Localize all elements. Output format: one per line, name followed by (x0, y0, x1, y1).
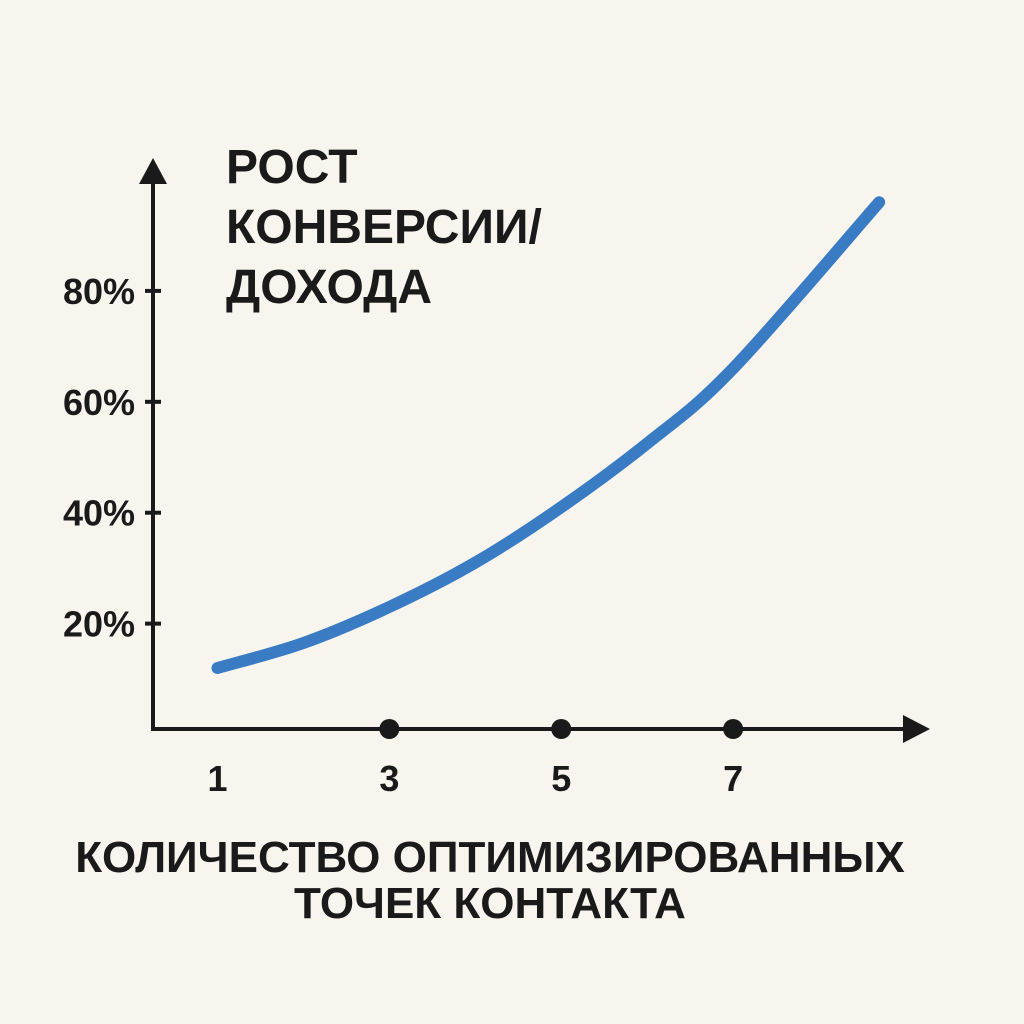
y-tick-label: 40% (63, 493, 135, 534)
x-tick-marker (379, 719, 400, 739)
y-tick-label: 80% (63, 271, 135, 312)
x-axis-arrow (903, 715, 930, 743)
chart-title-line-1: РОСТ (226, 141, 358, 194)
chart-title-line-2: КОНВЕРСИИ/ (226, 201, 542, 254)
chart-title-line-3: ДОХОДА (226, 261, 432, 314)
series-line-0 (211, 196, 886, 674)
x-tick-marker (551, 719, 572, 739)
x-tick-marker (723, 719, 744, 739)
y-axis-arrow (139, 158, 167, 184)
x-tick-label: 7 (723, 758, 743, 799)
x-tick-label: 3 (379, 758, 399, 799)
y-tick-label: 20% (63, 604, 135, 645)
x-axis-label-line-2: ТОЧЕК КОНТАКТА (294, 879, 686, 928)
x-tick-label: 1 (207, 758, 227, 799)
x-tick-label: 5 (551, 758, 571, 799)
y-tick-label: 60% (63, 382, 135, 423)
x-axis-label-line-1: КОЛИЧЕСТВО ОПТИМИЗИРОВАННЫХ (75, 833, 905, 882)
